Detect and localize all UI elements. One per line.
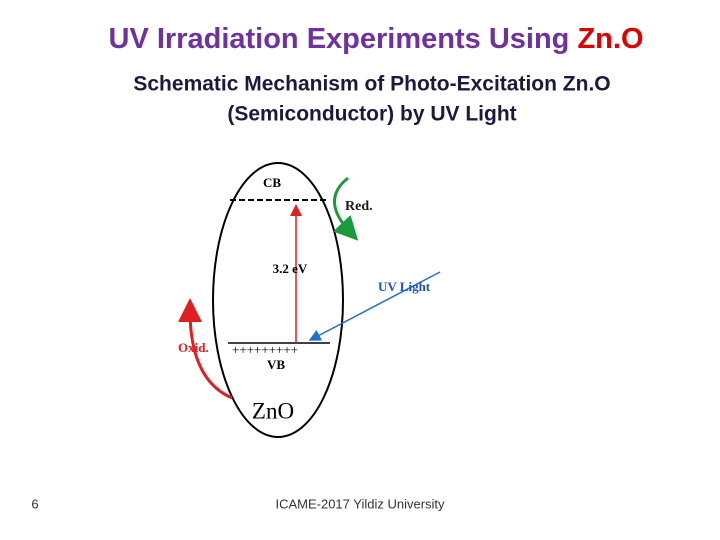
title: UV Irradiation Experiments Using Zn.O [109, 23, 644, 55]
footer-text: ICAME-2017 Yildiz University [275, 496, 445, 511]
page-number: 6 [31, 496, 38, 511]
material-label: ZnO [252, 398, 294, 423]
subtitle: Schematic Mechanism of Photo-Excitation … [133, 73, 610, 96]
oxid-label: Oxid. [178, 340, 209, 355]
vb-label: VB [267, 357, 285, 372]
uv-label: UV Light [378, 279, 431, 294]
title-highlight: Zn.O [577, 23, 643, 55]
red-label: Red. [345, 199, 373, 214]
subtitle: (Semiconductor) by UV Light [227, 103, 516, 126]
cb-label: CB [263, 175, 281, 190]
title-main: UV Irradiation Experiments Using [109, 23, 578, 55]
holes-label: +++++++++ [232, 342, 298, 357]
oxidation-arrow [178, 298, 233, 400]
gap-label: 3.2 eV [273, 261, 308, 276]
band-ellipse [212, 162, 344, 438]
uv-arrow [308, 271, 441, 341]
reduction-arrow [333, 176, 359, 241]
